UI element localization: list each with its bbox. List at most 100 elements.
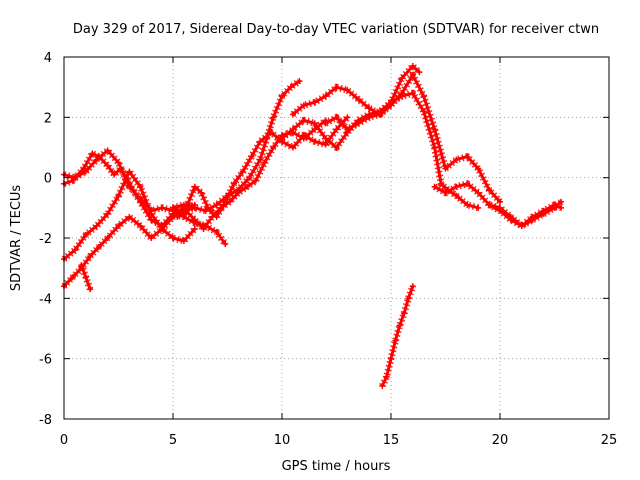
- data-point: [231, 180, 238, 187]
- data-point: [475, 189, 482, 196]
- y-tick-label: 4: [44, 51, 52, 66]
- data-point: [104, 147, 111, 154]
- data-point: [558, 204, 565, 211]
- data-point: [333, 126, 340, 133]
- data-point: [191, 183, 198, 190]
- data-point: [270, 144, 277, 151]
- y-tick-label: -8: [39, 413, 52, 428]
- data-point: [82, 274, 89, 281]
- data-point: [420, 108, 427, 115]
- x-axis-label: GPS time / hours: [282, 459, 391, 474]
- data-point: [322, 93, 329, 100]
- data-point: [115, 222, 122, 229]
- data-point: [442, 189, 449, 196]
- data-point: [191, 225, 198, 232]
- data-point: [115, 159, 122, 166]
- data-point: [261, 159, 268, 166]
- data-point: [213, 228, 220, 235]
- data-point: [69, 177, 76, 184]
- data-point: [180, 210, 187, 217]
- x-tick-label: 15: [383, 433, 400, 448]
- data-point: [377, 111, 384, 118]
- series-arc-13: [486, 198, 565, 230]
- data-point: [213, 213, 220, 220]
- data-point: [344, 114, 351, 121]
- x-tick-label: 25: [601, 433, 618, 448]
- data-point: [222, 241, 229, 248]
- data-point: [87, 253, 94, 260]
- series-arc-11: [322, 71, 503, 205]
- data-point: [279, 135, 285, 142]
- data-point: [355, 120, 362, 127]
- data-point: [355, 96, 362, 103]
- series-line: [487, 200, 563, 228]
- data-point: [396, 322, 403, 329]
- data-point: [383, 373, 390, 380]
- data-point: [248, 153, 255, 160]
- data-point: [87, 286, 94, 293]
- data-point: [344, 126, 351, 133]
- data-point: [279, 93, 285, 100]
- y-tick-label: -6: [39, 353, 52, 368]
- data-point: [398, 75, 405, 82]
- data-point: [442, 165, 449, 172]
- data-point: [529, 216, 536, 223]
- x-tick-label: 5: [169, 433, 177, 448]
- data-point: [486, 201, 493, 208]
- data-point: [398, 90, 405, 97]
- data-point: [137, 222, 144, 229]
- y-tick-label: -4: [39, 292, 52, 307]
- data-point: [453, 156, 460, 163]
- data-point: [311, 120, 318, 127]
- data-point: [246, 174, 253, 181]
- data-point: [235, 189, 242, 196]
- data-point: [464, 180, 471, 187]
- y-axis-label: SDTVAR / TECUs: [9, 185, 24, 292]
- series-arc-9: [289, 62, 423, 118]
- data-point: [180, 238, 187, 245]
- data-point: [126, 168, 133, 175]
- data-point: [392, 337, 399, 344]
- data-point: [115, 192, 122, 199]
- data-point: [388, 355, 394, 362]
- data-point: [244, 183, 251, 190]
- data-point: [148, 210, 155, 217]
- data-point: [409, 90, 416, 97]
- data-point: [137, 198, 144, 205]
- data-point: [93, 222, 100, 229]
- data-point: [497, 207, 503, 214]
- data-point: [366, 105, 373, 112]
- data-point: [311, 99, 318, 106]
- data-point: [464, 153, 471, 160]
- data-point: [409, 283, 416, 290]
- data-point: [475, 204, 482, 211]
- data-point: [464, 201, 471, 208]
- y-tick-label: 0: [44, 172, 52, 187]
- data-point: [322, 135, 329, 142]
- data-point: [213, 201, 220, 208]
- data-point: [453, 183, 460, 190]
- data-point: [252, 177, 259, 184]
- data-point: [148, 235, 155, 241]
- data-point: [289, 111, 296, 118]
- data-point: [257, 138, 264, 145]
- data-point: [287, 84, 294, 91]
- data-point: [405, 295, 412, 302]
- series-markers: [432, 180, 563, 230]
- x-tick-label: 10: [274, 433, 291, 448]
- data-point: [438, 180, 445, 187]
- data-point: [71, 247, 78, 254]
- data-point: [82, 168, 89, 175]
- series-arc-5: [78, 262, 94, 293]
- data-point: [507, 216, 514, 223]
- data-point: [333, 114, 340, 121]
- x-tick-label: 20: [492, 433, 509, 448]
- data-point: [300, 117, 307, 124]
- data-point: [344, 87, 351, 94]
- data-point: [289, 144, 296, 151]
- data-point: [409, 72, 416, 79]
- data-point: [475, 165, 482, 172]
- data-point: [420, 93, 427, 100]
- data-point: [104, 210, 111, 217]
